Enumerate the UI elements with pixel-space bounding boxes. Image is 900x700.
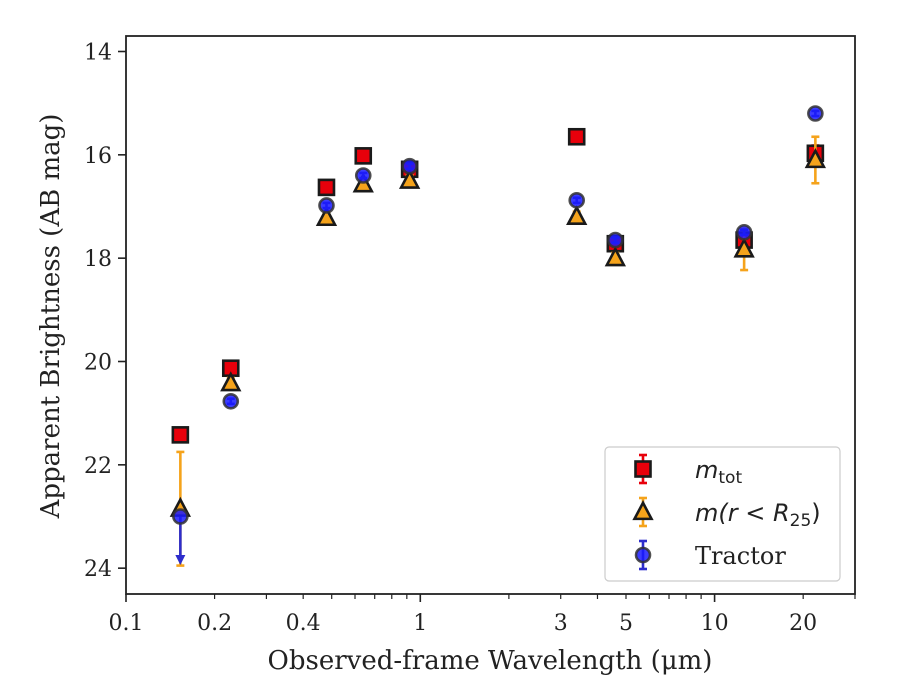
tractor-point	[318, 197, 335, 214]
legend-m-r25-marker	[632, 500, 654, 521]
legend-box	[604, 446, 841, 582]
legend-m-tot-marker	[634, 460, 652, 478]
x-tick-label: 3	[554, 611, 568, 636]
tractor-point	[607, 231, 624, 249]
tractor-point	[807, 105, 824, 122]
data-group	[169, 105, 827, 567]
legend-label-m-r25: m(r < R25)	[695, 499, 821, 531]
tractor-upper-limit-arrow	[175, 555, 186, 565]
legend-label-tractor: Tractor	[695, 542, 786, 570]
y-tick-label: 18	[84, 247, 112, 272]
m-r25-point	[604, 246, 626, 267]
plot-frame	[125, 35, 856, 595]
y-tick-label: 24	[84, 557, 112, 582]
m-tot-point	[171, 426, 190, 444]
tractor-point	[401, 157, 418, 175]
tractor-point	[172, 508, 189, 525]
tractor-point	[222, 392, 240, 410]
m-r25-point	[566, 204, 588, 226]
legend-label-m-tot: mtot	[695, 456, 742, 488]
m-r25-point	[315, 205, 338, 227]
axes-group: 0.1 0.2 0.4 1 3 5 10 20 14 16 18 20 22 24	[84, 41, 856, 636]
y-tick-label: 22	[84, 454, 112, 479]
y-axis-label: Apparent Brightness (AB mag)	[36, 114, 66, 520]
x-tick-label: 1	[413, 611, 427, 636]
series-m-tot	[171, 127, 825, 444]
m-r25-point	[733, 237, 755, 258]
x-tick-label: 0.2	[197, 611, 232, 636]
tractor-point	[735, 224, 753, 241]
series-tractor	[172, 105, 824, 565]
legend-tractor-marker	[634, 546, 652, 564]
x-tick-label: 0.1	[109, 611, 144, 636]
plot-border	[125, 35, 856, 595]
m-r25-point	[220, 371, 242, 392]
m-r25-point	[398, 168, 421, 189]
x-tick-label: 5	[619, 611, 633, 636]
x-tick-label: 20	[789, 611, 817, 636]
y-tick-label: 20	[84, 351, 112, 376]
legend: mtot m(r < R25) Tractor	[604, 446, 841, 582]
tractor-point	[354, 167, 372, 184]
y-tick-label: 14	[84, 41, 112, 66]
tractor-point	[568, 192, 586, 209]
x-tick-label: 10	[701, 611, 729, 636]
y-tick-label: 16	[84, 144, 112, 169]
x-axis-label: Observed-frame Wavelength (μm)	[268, 646, 713, 676]
x-tick-label: 0.4	[286, 611, 321, 636]
m-r25-point	[804, 148, 827, 169]
m-tot-point	[567, 127, 586, 146]
m-tot-point	[317, 178, 336, 197]
m-tot-point	[354, 147, 373, 165]
